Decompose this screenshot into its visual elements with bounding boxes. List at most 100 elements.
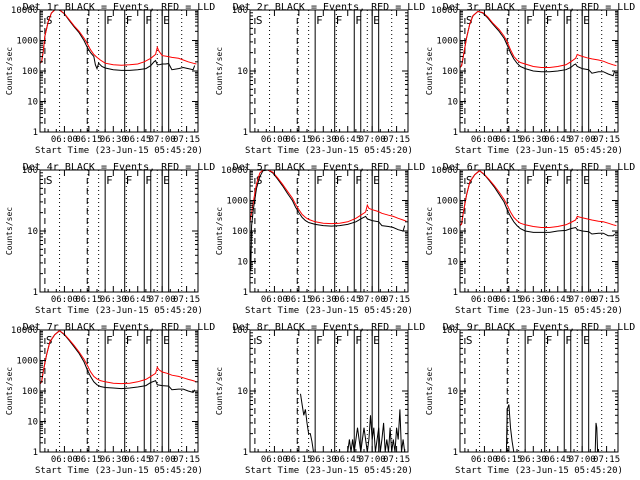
panel-title: Det 9r BLACK = Events, RED = LLD: [443, 322, 636, 333]
x-tick-label: 06:00: [261, 135, 288, 145]
marker-label: F: [526, 334, 533, 347]
marker-label: E: [373, 14, 380, 27]
x-tick-label: 06:00: [261, 455, 288, 465]
x-tick-label: 07:00: [149, 455, 176, 465]
marker-label: F: [565, 174, 572, 187]
marker-label: F: [106, 174, 113, 187]
y-tick-label: 100: [232, 326, 248, 336]
x-tick-label: 06:45: [334, 455, 361, 465]
x-tick-label: 07:15: [383, 455, 410, 465]
x-tick-label: 07:00: [359, 455, 386, 465]
marker-label: F: [106, 14, 113, 27]
plot-frame: [39, 329, 199, 453]
x-tick-label: 06:15: [75, 295, 102, 305]
series-lld-line: [40, 10, 197, 66]
y-axis-label: Counts/sec: [425, 207, 434, 255]
y-axis-label: Counts/sec: [215, 367, 224, 415]
x-tick-label: 07:15: [383, 295, 410, 305]
x-tick-label: 06:15: [75, 135, 102, 145]
x-axis-label: Start Time (23-Jun-15 05:45:20): [245, 306, 413, 316]
marker-label: S: [46, 334, 53, 347]
y-tick-label: 100: [232, 227, 248, 237]
marker-label: F: [546, 174, 553, 187]
marker-label: F: [355, 14, 362, 27]
y-tick-label: 10000: [431, 6, 458, 16]
y-axis-label: Counts/sec: [425, 47, 434, 95]
marker-label: F: [126, 334, 133, 347]
panel-4: S F F F E11010006:0006:1506:3006:4507:0007:1…: [5, 162, 215, 316]
y-tick-label: 10: [27, 98, 38, 108]
y-tick-label: 1000: [436, 197, 458, 207]
panel-title: Det 7r BLACK = Events, RED = LLD: [23, 322, 216, 333]
series-events-line: [40, 10, 196, 71]
x-tick-label: 07:00: [359, 135, 386, 145]
x-axis-label: Start Time (23-Jun-15 05:45:20): [35, 306, 203, 316]
y-tick-label: 1000: [16, 37, 38, 47]
marker-label: S: [46, 174, 53, 187]
marker-label: S: [256, 334, 263, 347]
x-axis-label: Start Time (23-Jun-15 05:45:20): [35, 146, 203, 156]
y-tick-label: 1: [453, 128, 458, 138]
x-tick-label: 07:00: [359, 295, 386, 305]
x-tick-label: 07:00: [569, 135, 596, 145]
y-axis-label: Counts/sec: [5, 367, 14, 415]
panel-title: Det 5r BLACK = Events, RED = LLD: [233, 162, 426, 173]
x-tick-label: 06:30: [100, 295, 127, 305]
x-tick-label: 06:00: [471, 455, 498, 465]
series-events-line: [300, 393, 406, 452]
plot-frame: [39, 169, 199, 293]
y-axis-label: Counts/sec: [425, 367, 434, 415]
marker-label: F: [546, 14, 553, 27]
plot-frame: [249, 169, 409, 293]
x-axis-label: Start Time (23-Jun-15 05:45:20): [455, 306, 623, 316]
x-tick-label: 06:45: [124, 455, 151, 465]
plot-frame: [459, 169, 619, 293]
x-tick-label: 06:45: [334, 135, 361, 145]
x-tick-label: 06:30: [310, 455, 337, 465]
y-tick-label: 1: [33, 448, 38, 458]
x-axis-label: Start Time (23-Jun-15 05:45:20): [455, 146, 623, 156]
x-tick-label: 06:45: [544, 455, 571, 465]
x-tick-label: 06:00: [51, 295, 78, 305]
x-tick-label: 06:30: [310, 135, 337, 145]
panel-title: Det 8r BLACK = Events, RED = LLD: [233, 322, 426, 333]
x-tick-label: 06:30: [520, 295, 547, 305]
marker-label: F: [546, 334, 553, 347]
y-tick-label: 1: [33, 128, 38, 138]
y-tick-label: 1: [33, 288, 38, 298]
y-tick-label: 10000: [221, 166, 248, 176]
y-tick-label: 10: [447, 258, 458, 268]
y-tick-label: 10000: [11, 6, 38, 16]
x-tick-label: 06:00: [51, 455, 78, 465]
marker-label: F: [526, 14, 533, 27]
x-tick-label: 06:15: [495, 135, 522, 145]
plot-frame: [39, 9, 199, 133]
x-tick-label: 06:15: [75, 455, 102, 465]
y-tick-label: 1000: [226, 197, 248, 207]
marker-label: E: [583, 334, 590, 347]
marker-label: E: [373, 334, 380, 347]
x-tick-label: 06:00: [261, 295, 288, 305]
x-axis-label: Start Time (23-Jun-15 05:45:20): [245, 146, 413, 156]
marker-label: F: [355, 174, 362, 187]
y-tick-label: 1: [243, 128, 248, 138]
plot-frame: [249, 9, 409, 133]
marker-label: S: [466, 14, 473, 27]
panel-2: S F F F E11010006:0006:1506:3006:4507:0007:1…: [215, 2, 425, 156]
marker-label: E: [583, 174, 590, 187]
panel-9: S F F F E11010006:0006:1506:3006:4507:0007:1…: [425, 322, 635, 476]
marker-label: F: [336, 334, 343, 347]
panel-title: Det 3r BLACK = Events, RED = LLD: [443, 2, 636, 13]
y-tick-label: 10000: [11, 326, 38, 336]
panel-5: S F F F E11010010001000006:0006:1506:3006:45…: [215, 162, 425, 316]
marker-label: E: [163, 14, 170, 27]
series-events-line: [250, 170, 406, 271]
x-tick-label: 06:15: [495, 295, 522, 305]
marker-label: F: [565, 334, 572, 347]
x-tick-label: 06:30: [520, 135, 547, 145]
marker-label: E: [373, 174, 380, 187]
y-tick-label: 1: [453, 288, 458, 298]
panel-title: Det 4r BLACK = Events, RED = LLD: [23, 162, 216, 173]
x-tick-label: 07:15: [173, 295, 200, 305]
x-tick-label: 07:15: [383, 135, 410, 145]
